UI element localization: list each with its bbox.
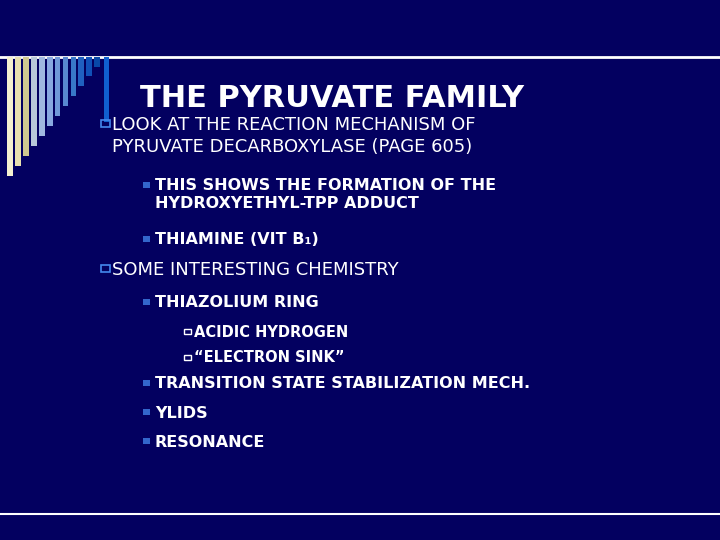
Text: LOOK AT THE REACTION MECHANISM OF
PYRUVATE DECARBOXYLASE (PAGE 605): LOOK AT THE REACTION MECHANISM OF PYRUVA… bbox=[112, 116, 475, 156]
Bar bbox=[71, 57, 76, 96]
Bar bbox=[86, 57, 92, 77]
Text: TRANSITION STATE STABILIZATION MECH.: TRANSITION STATE STABILIZATION MECH. bbox=[155, 376, 530, 392]
Bar bbox=[143, 438, 150, 444]
Bar bbox=[47, 57, 53, 126]
Text: YLIDS: YLIDS bbox=[155, 406, 207, 421]
Bar bbox=[143, 409, 150, 415]
Text: ACIDIC HYDROGEN: ACIDIC HYDROGEN bbox=[194, 325, 348, 340]
Bar bbox=[104, 57, 109, 122]
Bar bbox=[78, 57, 84, 86]
Text: THIAZOLIUM RING: THIAZOLIUM RING bbox=[155, 295, 318, 310]
Bar bbox=[55, 57, 60, 116]
Bar bbox=[143, 380, 150, 386]
Bar bbox=[94, 57, 100, 66]
Bar bbox=[31, 57, 37, 146]
Bar bbox=[39, 57, 45, 136]
Bar bbox=[63, 57, 68, 106]
Bar bbox=[15, 57, 21, 166]
Text: THIS SHOWS THE FORMATION OF THE
HYDROXYETHYL-TPP ADDUCT: THIS SHOWS THE FORMATION OF THE HYDROXYE… bbox=[155, 178, 496, 211]
Bar bbox=[23, 57, 29, 156]
Text: THE PYRUVATE FAMILY: THE PYRUVATE FAMILY bbox=[140, 84, 524, 113]
Bar bbox=[143, 182, 150, 188]
Bar bbox=[143, 299, 150, 305]
Text: “ELECTRON SINK”: “ELECTRON SINK” bbox=[194, 350, 345, 366]
Text: SOME INTERESTING CHEMISTRY: SOME INTERESTING CHEMISTRY bbox=[112, 261, 398, 279]
Bar bbox=[7, 57, 13, 176]
Bar bbox=[143, 236, 150, 242]
Text: THIAMINE (VIT B₁): THIAMINE (VIT B₁) bbox=[155, 232, 318, 247]
Text: RESONANCE: RESONANCE bbox=[155, 435, 265, 450]
